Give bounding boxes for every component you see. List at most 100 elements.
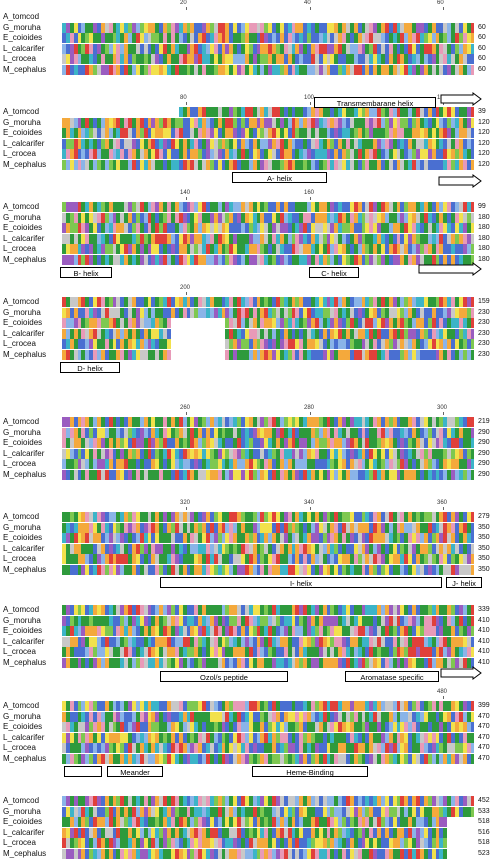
sequence-end-position: 120: [478, 139, 490, 147]
sequence-row: [62, 349, 475, 360]
sequence-row: [62, 43, 475, 54]
beta-strand-arrow: [418, 262, 482, 276]
ruler-number: 20: [180, 0, 187, 6]
species-name: M_cephalus: [3, 564, 47, 574]
ruler-tick: [186, 412, 187, 415]
sequence-end-position: [478, 12, 498, 22]
species-name: A_tomcod: [3, 202, 40, 211]
sequence-end-position: 470: [478, 754, 490, 762]
species-name: L_crocea: [3, 647, 36, 656]
species-name: M_cephalus: [3, 469, 47, 479]
sequence-end-position: 120: [478, 150, 490, 157]
sequence-row: [62, 417, 475, 427]
species-name: G_moruha: [3, 522, 41, 532]
sequence-row: [62, 626, 475, 636]
sequence-end-position: 290: [478, 460, 490, 467]
feature-d-helix: D- helix: [60, 362, 120, 373]
sequence-row: [62, 512, 475, 522]
sequence-row: [62, 522, 475, 533]
species-name: E_coioides: [3, 223, 43, 232]
feature-heme-binding: Heme-Binding: [252, 766, 368, 777]
sequence-row: [62, 107, 475, 117]
sequence-row: [62, 743, 475, 753]
ruler-number: 340: [304, 500, 315, 506]
sequence-end-position: 99: [478, 203, 486, 210]
species-name: E_coioides: [3, 438, 43, 447]
ruler-number: 320: [180, 500, 191, 506]
sequence-end-position: 230: [478, 350, 490, 358]
sequence-end-position: 290: [478, 428, 490, 436]
species-name: L_crocea: [3, 838, 36, 847]
sequence-row: [62, 533, 475, 543]
ruler-number: 280: [304, 405, 315, 411]
species-name: A_tomcod: [3, 512, 40, 521]
ruler-number: 100: [304, 95, 315, 101]
ruler-number: 160: [304, 190, 315, 196]
sequence-row: [62, 827, 475, 838]
sequence-row: [62, 753, 475, 764]
feature-ozol-peptide: Ozol/s peptide: [160, 671, 288, 682]
sequence-row: [62, 307, 475, 318]
species-name: G_moruha: [3, 427, 41, 437]
species-name: M_cephalus: [3, 159, 47, 169]
sequence-row: [62, 22, 475, 33]
sequence-end-position: 410: [478, 616, 490, 624]
sequence-end-position: 180: [478, 234, 490, 242]
sequence-row: [62, 448, 475, 459]
feature-j-helix: J- helix: [446, 577, 482, 588]
sequence-row: [62, 159, 475, 170]
sequence-end-position: 180: [478, 224, 490, 231]
species-name: E_coioides: [3, 533, 43, 542]
sequence-row: [62, 817, 475, 827]
sequence-end-position: 230: [478, 319, 490, 326]
species-name: L_crocea: [3, 339, 36, 348]
sequence-end-position: 516: [478, 828, 490, 836]
sequence-row: [62, 328, 475, 339]
species-name: A_tomcod: [3, 12, 40, 21]
species-name: E_coioides: [3, 318, 43, 327]
feature-meander: Meander: [107, 766, 163, 777]
feature-unlabeled-box: [64, 766, 102, 777]
species-name: G_moruha: [3, 117, 41, 127]
species-name: E_coioides: [3, 128, 43, 137]
sequence-row: [62, 33, 475, 43]
sequence-end-position: 410: [478, 627, 490, 634]
ruler-tick: [443, 7, 444, 10]
ruler-tick: [443, 507, 444, 510]
sequence-row: [62, 339, 475, 349]
sequence-end-position: 120: [478, 129, 490, 136]
sequence-end-position: 180: [478, 213, 490, 221]
sequence-end-position: 180: [478, 255, 490, 263]
species-name: A_tomcod: [3, 701, 40, 710]
ruler-number: 300: [437, 405, 448, 411]
sequence-end-position: 350: [478, 523, 490, 531]
sequence-row: [62, 711, 475, 722]
sequence-row: [62, 605, 475, 615]
species-name: A_tomcod: [3, 605, 40, 614]
ruler-number: 140: [180, 190, 191, 196]
sequence-end-position: 230: [478, 329, 490, 337]
species-name: M_cephalus: [3, 657, 47, 667]
sequence-row: [62, 647, 475, 657]
species-name: A_tomcod: [3, 107, 40, 116]
sequence-row: [62, 657, 475, 668]
ruler-number: 260: [180, 405, 191, 411]
sequence-row: [62, 244, 475, 254]
species-name: L_calcarifer: [3, 732, 45, 742]
ruler-tick: [186, 197, 187, 200]
species-name: M_cephalus: [3, 753, 47, 763]
sequence-row: [62, 838, 475, 848]
sequence-end-position: 60: [478, 44, 486, 52]
sequence-end-position: 180: [478, 245, 490, 252]
ruler-tick: [186, 102, 187, 105]
sequence-row: [62, 543, 475, 554]
sequence-row: [62, 117, 475, 128]
sequence-row: [62, 722, 475, 732]
ruler-tick: [310, 412, 311, 415]
species-name: M_cephalus: [3, 349, 47, 359]
ruler-number: 40: [304, 0, 311, 6]
sequence-end-position: 350: [478, 565, 490, 573]
sequence-row: [62, 12, 475, 22]
sequence-row: [62, 469, 475, 480]
